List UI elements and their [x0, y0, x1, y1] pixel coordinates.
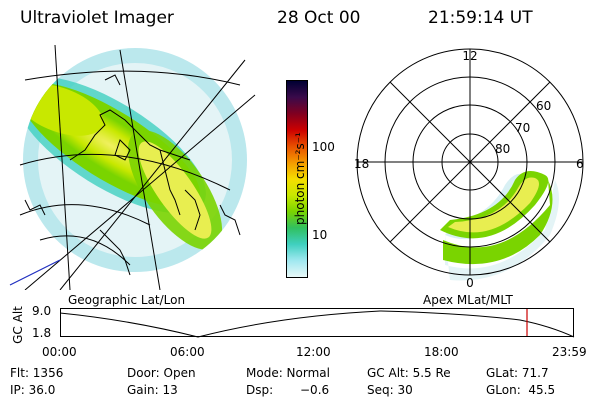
status-gain: Gain: 13 [127, 383, 178, 397]
status-gc-altitude: GC Alt: 5.5 Re [367, 366, 451, 380]
lat-lon-grid [19, 44, 256, 290]
alt-plot-ymin: 1.8 [32, 326, 52, 340]
xtick-0600: 06:00 [170, 345, 205, 359]
status-dsp-value: −0.6 [300, 383, 330, 397]
mlt-label-12: 12 [462, 49, 477, 63]
instrument-title: Ultraviolet Imager [20, 8, 174, 28]
geographic-auroral-image [9, 44, 256, 290]
status-door: Door: Open [127, 366, 196, 380]
color-scale-bar [286, 80, 308, 278]
status-mode: Mode: Normal [246, 366, 330, 380]
xtick-0000: 00:00 [42, 345, 77, 359]
status-glon: GLon: 45.5 [486, 383, 556, 397]
xtick-1800: 18:00 [424, 345, 459, 359]
status-dsp-label: Dsp: [246, 383, 274, 397]
xtick-1200: 12:00 [296, 345, 331, 359]
colorbar-tick-100: 100 [312, 140, 335, 154]
observation-time: 21:59:14 UT [428, 8, 533, 28]
mlt-label-0: 0 [466, 276, 474, 290]
aurora-disc [23, 48, 247, 272]
alt-plot-ymax: 9.0 [32, 304, 52, 318]
status-glat: GLat: 71.7 [486, 366, 549, 380]
status-ip: IP: 36.0 [10, 383, 56, 397]
polar-grid [356, 48, 584, 276]
left-panel-label: Geographic Lat/Lon [68, 293, 186, 307]
colorbar-tick-10: 10 [312, 228, 328, 242]
altitude-trace-plot [60, 308, 575, 338]
status-flight: Flt: 1356 [10, 366, 64, 380]
mlt-label-18: 18 [354, 157, 369, 171]
colorbar-unit-label: photon cm⁻²s⁻¹ [293, 132, 307, 225]
lat-label-60: 60 [536, 99, 551, 113]
right-panel-label: Apex MLat/MLT [423, 293, 513, 307]
terminator-line [9, 259, 61, 286]
xtick-2359: 23:59 [552, 345, 587, 359]
status-sequence: Seq: 30 [367, 383, 413, 397]
altitude-curve [60, 310, 575, 338]
mlt-label-6: 6 [576, 157, 584, 171]
observation-date: 28 Oct 00 [277, 8, 361, 28]
coastlines [24, 74, 241, 276]
lat-label-70: 70 [515, 121, 530, 135]
lat-label-80: 80 [495, 142, 510, 156]
polar-mlt-plot: 12 18 6 0 60 70 80 [354, 48, 584, 290]
alt-plot-ylabel: GC Alt [11, 306, 25, 344]
